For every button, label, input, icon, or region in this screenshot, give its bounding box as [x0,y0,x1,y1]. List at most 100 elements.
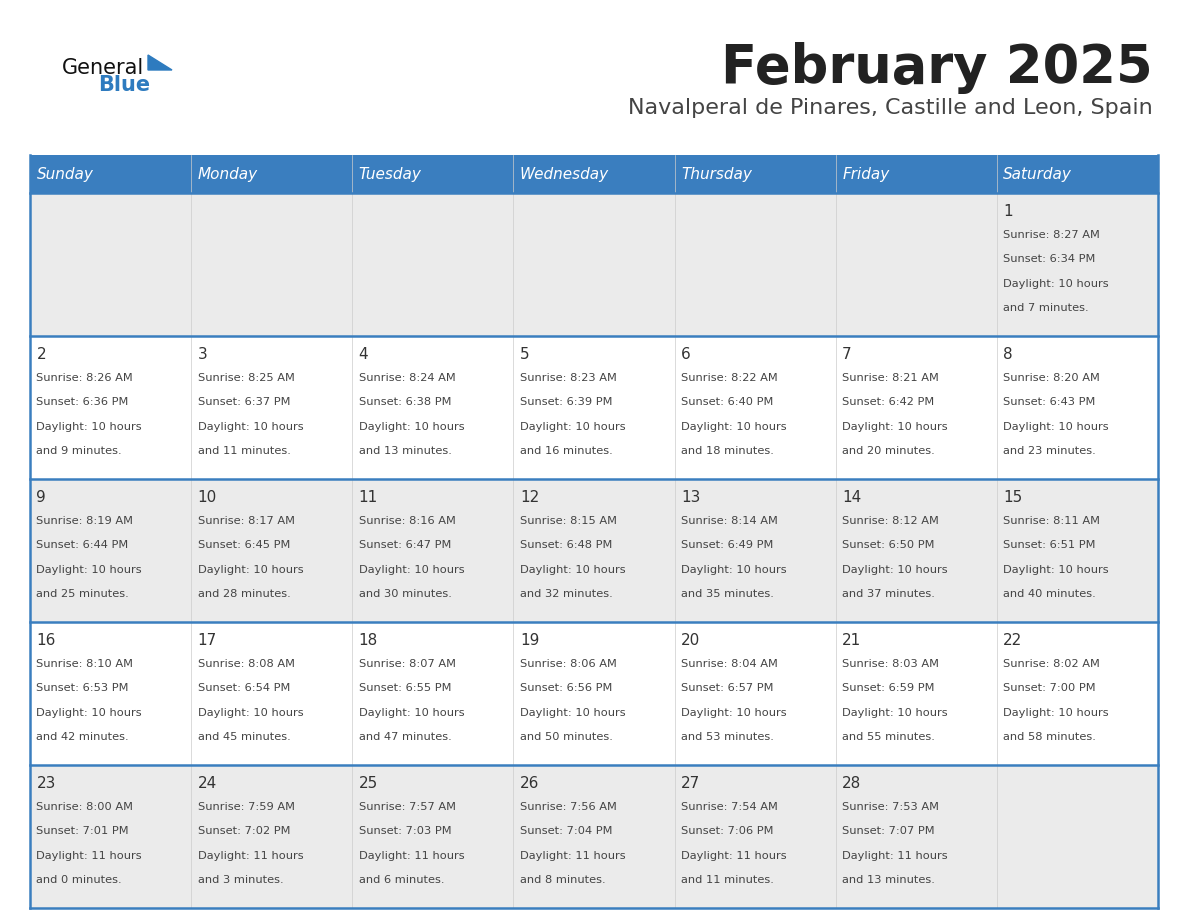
Text: Sunset: 6:56 PM: Sunset: 6:56 PM [520,684,612,693]
Text: Sunrise: 8:25 AM: Sunrise: 8:25 AM [197,374,295,383]
Text: 3: 3 [197,347,208,363]
Text: and 7 minutes.: and 7 minutes. [1004,303,1089,313]
Text: Daylight: 10 hours: Daylight: 10 hours [359,708,465,718]
Text: Sunrise: 7:57 AM: Sunrise: 7:57 AM [359,802,456,812]
Text: and 9 minutes.: and 9 minutes. [37,446,122,456]
Text: Daylight: 11 hours: Daylight: 11 hours [197,851,303,861]
Text: and 50 minutes.: and 50 minutes. [520,733,613,742]
Text: Sunset: 6:49 PM: Sunset: 6:49 PM [681,541,773,551]
Text: Daylight: 10 hours: Daylight: 10 hours [1004,279,1108,289]
Bar [30,193,1158,336]
Text: General: General [62,58,144,78]
Polygon shape [148,55,172,70]
Text: Daylight: 10 hours: Daylight: 10 hours [842,708,948,718]
Text: Saturday: Saturday [1004,166,1073,182]
Text: Sunrise: 8:06 AM: Sunrise: 8:06 AM [520,659,617,669]
Text: Sunrise: 8:23 AM: Sunrise: 8:23 AM [520,374,617,383]
Text: 12: 12 [520,490,539,506]
Text: and 32 minutes.: and 32 minutes. [520,589,613,599]
Text: 19: 19 [520,633,539,648]
Text: 9: 9 [37,490,46,506]
Text: Daylight: 10 hours: Daylight: 10 hours [359,565,465,575]
Text: Sunrise: 8:10 AM: Sunrise: 8:10 AM [37,659,133,669]
Text: 25: 25 [359,777,378,791]
Text: Daylight: 11 hours: Daylight: 11 hours [359,851,465,861]
Text: Sunrise: 8:17 AM: Sunrise: 8:17 AM [197,516,295,526]
Text: Sunrise: 8:12 AM: Sunrise: 8:12 AM [842,516,939,526]
Text: Daylight: 10 hours: Daylight: 10 hours [681,565,786,575]
Text: Daylight: 11 hours: Daylight: 11 hours [681,851,786,861]
Text: Daylight: 10 hours: Daylight: 10 hours [842,421,948,431]
Text: and 11 minutes.: and 11 minutes. [197,446,290,456]
Text: and 58 minutes.: and 58 minutes. [1004,733,1097,742]
Text: and 11 minutes.: and 11 minutes. [681,875,773,885]
Text: Sunset: 7:01 PM: Sunset: 7:01 PM [37,826,129,836]
Bar [30,155,1158,193]
Text: and 53 minutes.: and 53 minutes. [681,733,773,742]
Text: Daylight: 10 hours: Daylight: 10 hours [359,421,465,431]
Text: Sunrise: 7:59 AM: Sunrise: 7:59 AM [197,802,295,812]
Text: Sunrise: 8:26 AM: Sunrise: 8:26 AM [37,374,133,383]
Text: Daylight: 10 hours: Daylight: 10 hours [842,565,948,575]
Text: 20: 20 [681,633,700,648]
Text: Sunset: 6:39 PM: Sunset: 6:39 PM [520,397,612,408]
Text: 6: 6 [681,347,690,363]
Text: and 40 minutes.: and 40 minutes. [1004,589,1097,599]
Text: Sunset: 7:06 PM: Sunset: 7:06 PM [681,826,773,836]
Text: 16: 16 [37,633,56,648]
Text: Sunrise: 8:15 AM: Sunrise: 8:15 AM [520,516,617,526]
Text: February 2025: February 2025 [721,42,1154,94]
Text: Sunset: 6:34 PM: Sunset: 6:34 PM [1004,254,1095,264]
Text: Sunrise: 8:20 AM: Sunrise: 8:20 AM [1004,374,1100,383]
Text: Monday: Monday [197,166,258,182]
Text: and 18 minutes.: and 18 minutes. [681,446,773,456]
Text: Sunset: 6:43 PM: Sunset: 6:43 PM [1004,397,1095,408]
Text: Daylight: 10 hours: Daylight: 10 hours [1004,708,1108,718]
Text: Sunrise: 8:02 AM: Sunrise: 8:02 AM [1004,659,1100,669]
Text: Sunrise: 8:08 AM: Sunrise: 8:08 AM [197,659,295,669]
Text: and 30 minutes.: and 30 minutes. [359,589,451,599]
Text: Daylight: 10 hours: Daylight: 10 hours [37,421,143,431]
Text: Sunday: Sunday [37,166,94,182]
Text: 15: 15 [1004,490,1023,506]
Text: 5: 5 [520,347,530,363]
Text: Sunrise: 8:03 AM: Sunrise: 8:03 AM [842,659,940,669]
Text: Daylight: 10 hours: Daylight: 10 hours [1004,565,1108,575]
Text: Sunrise: 8:14 AM: Sunrise: 8:14 AM [681,516,778,526]
Text: Daylight: 10 hours: Daylight: 10 hours [197,421,303,431]
Text: Thursday: Thursday [681,166,752,182]
Text: 27: 27 [681,777,700,791]
Text: and 47 minutes.: and 47 minutes. [359,733,451,742]
Text: Sunset: 6:47 PM: Sunset: 6:47 PM [359,541,451,551]
Text: Sunrise: 8:21 AM: Sunrise: 8:21 AM [842,374,939,383]
Text: 14: 14 [842,490,861,506]
Bar [30,479,1158,622]
Text: 28: 28 [842,777,861,791]
Text: and 20 minutes.: and 20 minutes. [842,446,935,456]
Text: Sunset: 7:03 PM: Sunset: 7:03 PM [359,826,451,836]
Text: Sunset: 7:07 PM: Sunset: 7:07 PM [842,826,935,836]
Text: Sunset: 6:48 PM: Sunset: 6:48 PM [520,541,612,551]
Text: Sunrise: 8:00 AM: Sunrise: 8:00 AM [37,802,133,812]
Text: Daylight: 10 hours: Daylight: 10 hours [520,708,626,718]
Text: 10: 10 [197,490,217,506]
Text: Daylight: 10 hours: Daylight: 10 hours [1004,421,1108,431]
Text: and 6 minutes.: and 6 minutes. [359,875,444,885]
Bar [30,336,1158,479]
Text: Sunset: 6:42 PM: Sunset: 6:42 PM [842,397,935,408]
Text: Daylight: 10 hours: Daylight: 10 hours [520,421,626,431]
Text: Sunset: 6:38 PM: Sunset: 6:38 PM [359,397,451,408]
Text: and 35 minutes.: and 35 minutes. [681,589,773,599]
Text: Sunset: 6:50 PM: Sunset: 6:50 PM [842,541,935,551]
Text: Daylight: 10 hours: Daylight: 10 hours [681,708,786,718]
Text: and 0 minutes.: and 0 minutes. [37,875,122,885]
Text: and 13 minutes.: and 13 minutes. [842,875,935,885]
Text: Daylight: 10 hours: Daylight: 10 hours [197,708,303,718]
Text: Sunrise: 8:16 AM: Sunrise: 8:16 AM [359,516,456,526]
Text: Friday: Friday [842,166,890,182]
Text: Daylight: 10 hours: Daylight: 10 hours [520,565,626,575]
Text: and 23 minutes.: and 23 minutes. [1004,446,1097,456]
Text: Sunset: 7:02 PM: Sunset: 7:02 PM [197,826,290,836]
Text: and 37 minutes.: and 37 minutes. [842,589,935,599]
Text: Sunset: 6:59 PM: Sunset: 6:59 PM [842,684,935,693]
